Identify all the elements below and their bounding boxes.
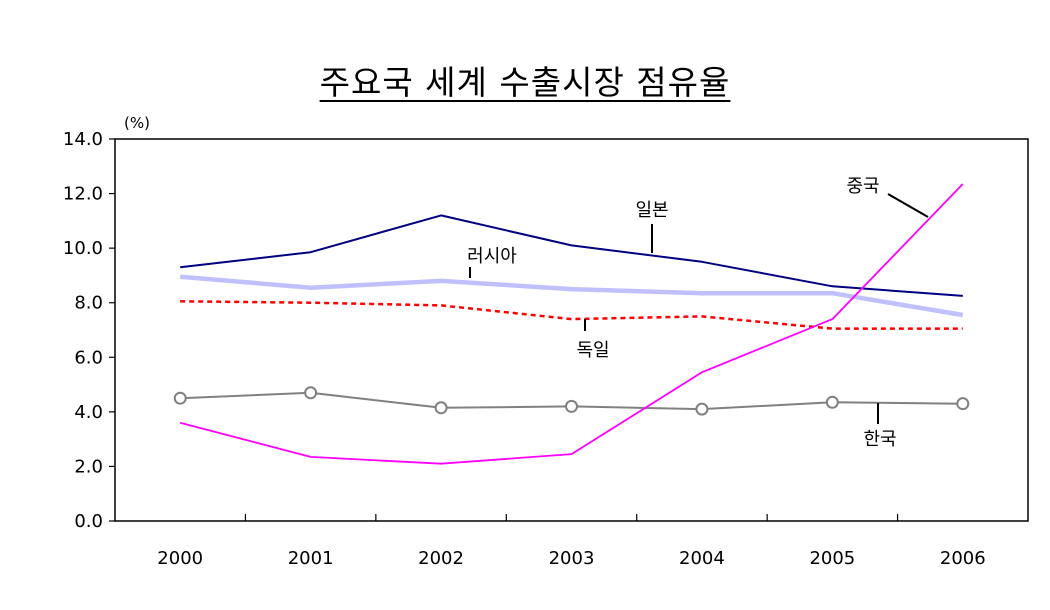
x-tick-label: 2003	[549, 548, 595, 569]
series-label-한국: 한국	[863, 429, 896, 450]
x-tick-label: 2006	[940, 548, 986, 569]
y-unit-label: (%)	[124, 114, 150, 132]
series-label-일본: 일본	[635, 200, 668, 221]
data-point-한국	[173, 391, 187, 405]
data-point-한국	[565, 399, 578, 413]
series-label-러시아: 러시아	[467, 246, 517, 267]
callout-line-중국	[887, 193, 929, 218]
x-tick-label: 2001	[288, 548, 334, 569]
data-point-한국	[304, 386, 318, 400]
y-tick-label: 8.0	[74, 293, 103, 314]
y-tick-label: 0.0	[74, 511, 103, 532]
y-tick-label: 6.0	[74, 347, 103, 368]
data-point-한국	[695, 402, 709, 416]
y-tick-label: 14.0	[63, 129, 103, 150]
series-line-중국	[179, 183, 964, 465]
series-line-러시아	[180, 274, 964, 318]
y-tick-label: 10.0	[63, 238, 103, 259]
x-tick-label: 2005	[809, 548, 855, 569]
series-label-중국: 중국	[846, 176, 879, 197]
series-label-독일: 독일	[576, 340, 609, 361]
series-line-일본	[180, 214, 963, 297]
series-line-독일	[180, 300, 963, 330]
x-tick-label: 2000	[157, 548, 203, 569]
y-tick-label: 12.0	[63, 184, 103, 205]
data-point-한국	[434, 401, 448, 415]
x-tick-label: 2002	[418, 548, 464, 569]
x-tick-label: 2004	[679, 548, 725, 569]
chart-title: 주요국 세계 수출시장 점유율	[319, 63, 731, 102]
y-tick-label: 4.0	[74, 402, 103, 423]
data-point-한국	[825, 395, 839, 409]
data-point-한국	[956, 397, 970, 411]
plot-frame	[114, 138, 1029, 522]
y-tick-label: 2.0	[74, 456, 103, 477]
